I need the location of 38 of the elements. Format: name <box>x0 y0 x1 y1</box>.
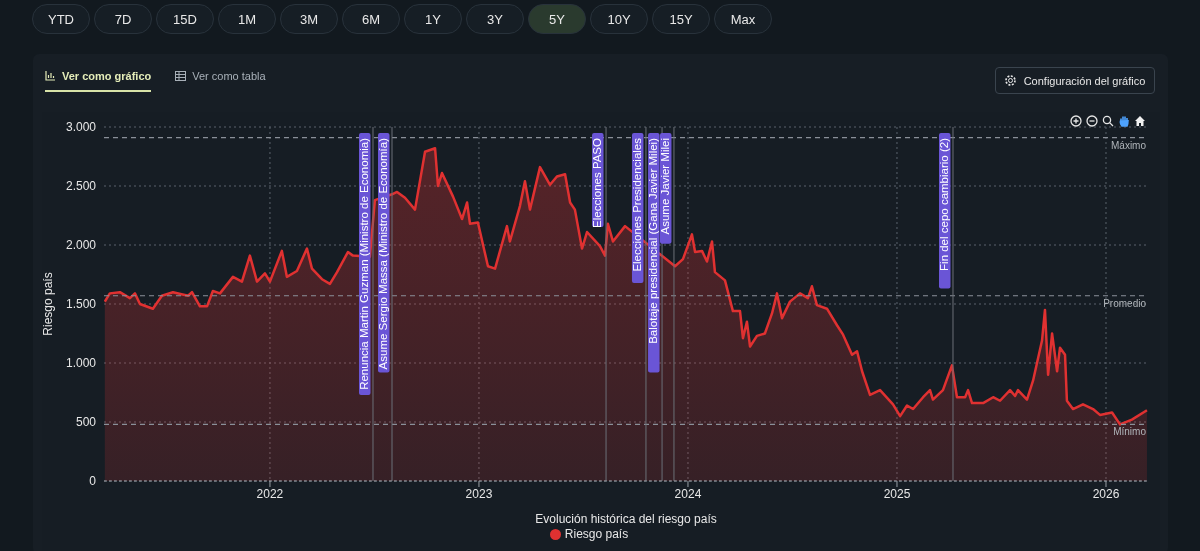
text: 3M <box>280 4 338 34</box>
ref-line-label: Renuncia Martin Guzman (Ministro de Economia) <box>357 137 370 390</box>
text: 1Y <box>404 4 462 34</box>
x-tick-label: 2024 <box>674 486 702 501</box>
x-tick-label: 2026 <box>1092 486 1120 501</box>
y-axis-title: Riesgo país <box>41 272 56 336</box>
x-tick-label: 2023 <box>465 486 493 501</box>
y-tick-label: 0 <box>89 474 97 489</box>
y-tick-label: 2.000 <box>65 238 97 253</box>
text: 15D <box>156 4 214 34</box>
text: 10Y <box>590 4 648 34</box>
ref-line-label: Mínimo <box>1113 426 1147 438</box>
ref-line-label: Balotaje presidencial (Gana Javier Milei) <box>647 137 660 344</box>
text: Ver como gráfico <box>62 70 152 82</box>
text: YTD <box>32 4 90 34</box>
text: Max <box>714 4 772 34</box>
x-tick-label: 2022 <box>256 486 284 501</box>
text: 6M <box>342 4 400 34</box>
y-tick-label: 1.000 <box>65 356 97 371</box>
text: 3Y <box>466 4 524 34</box>
y-tick-label: 3.000 <box>65 120 97 135</box>
text: 5Y <box>528 4 586 34</box>
y-tick-label: 500 <box>75 415 97 430</box>
ref-line-label: Promedio <box>1103 297 1147 309</box>
ref-line-label: Fin del cepo cambiario (2) <box>937 137 950 271</box>
text: 15Y <box>652 4 710 34</box>
text: 1M <box>218 4 276 34</box>
text: 7D <box>94 4 152 34</box>
text: Ver como tabla <box>192 70 266 82</box>
x-tick-label: 2025 <box>883 486 911 501</box>
x-axis-title: Evolución histórica del riesgo país <box>535 512 717 526</box>
ref-line-label: Elecciones Presidenciales <box>630 137 643 272</box>
legend-label: Riesgo país <box>564 527 629 541</box>
y-tick-label: 2.500 <box>65 179 97 194</box>
text: Configuración del gráfico <box>1023 74 1146 87</box>
ref-line-label: Asume Javier Milei <box>658 138 671 235</box>
ref-line-label: Máximo <box>1110 139 1147 151</box>
y-tick-label: 1.500 <box>65 297 97 312</box>
